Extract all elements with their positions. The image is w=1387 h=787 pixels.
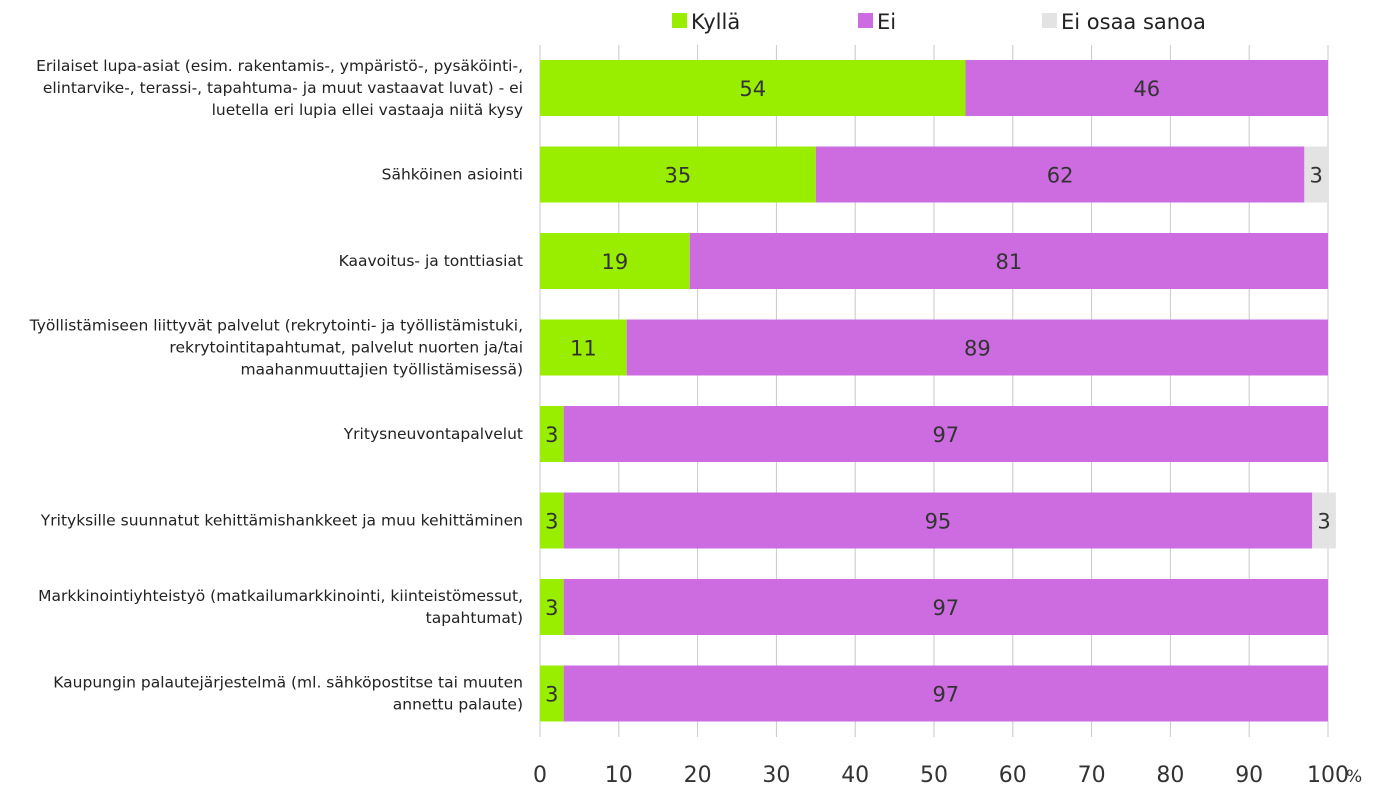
- data-label: 3: [545, 510, 558, 534]
- x-tick-label: 90: [1235, 763, 1263, 787]
- data-label: 11: [570, 337, 597, 361]
- category-label: Yrityksille suunnatut kehittämishankkeet…: [40, 512, 523, 530]
- x-tick-label: 50: [920, 763, 948, 787]
- data-label: 35: [665, 164, 692, 188]
- data-label: 3: [545, 596, 558, 620]
- category-label: Markkinointiyhteistyö (matkailumarkkinoi…: [38, 587, 523, 627]
- legend-label: Ei: [877, 10, 896, 34]
- x-tick-label: 70: [1078, 763, 1106, 787]
- category-label: Kaavoitus- ja tonttiasiat: [339, 252, 523, 270]
- data-label: 3: [1309, 164, 1322, 188]
- legend-swatch: [672, 13, 687, 28]
- bar-segment: [540, 492, 564, 549]
- x-tick-label: 0: [533, 763, 547, 787]
- data-label: 3: [545, 423, 558, 447]
- data-label: 3: [1317, 510, 1330, 534]
- bar-segment: [540, 579, 564, 635]
- x-tick-label: 80: [1156, 763, 1184, 787]
- bar-segment: [689, 233, 1328, 289]
- bar-segment: [815, 146, 1305, 203]
- bar-segment: [1304, 146, 1328, 203]
- category-label: Sähköinen asiointi: [382, 166, 523, 184]
- bar-segment: [540, 406, 564, 462]
- data-label: 89: [964, 337, 991, 361]
- legend-swatch: [1042, 13, 1057, 28]
- x-unit-label: %: [1346, 767, 1362, 787]
- category-label: Yritysneuvontapalvelut: [343, 425, 523, 443]
- bar-segment: [626, 319, 1328, 376]
- legend: Kyllä Ei Ei osaa sanoa: [672, 10, 1206, 34]
- data-label: 97: [932, 683, 959, 707]
- category-label: Työllistämiseen liittyvät palvelut (rekr…: [29, 317, 523, 379]
- data-label: 62: [1047, 164, 1074, 188]
- data-label: 97: [932, 423, 959, 447]
- data-label: 97: [932, 596, 959, 620]
- bar-segment: [540, 233, 690, 289]
- bar-segment: [540, 146, 816, 203]
- category-label: Erilaiset lupa-asiat (esim. rakentamis-,…: [36, 57, 523, 119]
- bar-segment: [563, 665, 1328, 722]
- data-label: 95: [925, 510, 952, 534]
- bar-segment: [540, 60, 966, 116]
- x-tick-label: 60: [999, 763, 1027, 787]
- x-tick-label: 40: [841, 763, 869, 787]
- bars: 54 46 35 62 3 19 81 11 89 3 97 3 95 3 3 97 3 97: [540, 60, 1336, 722]
- bar-segment: [563, 579, 1328, 635]
- data-label: 19: [601, 250, 628, 274]
- bar-segment: [540, 319, 627, 376]
- x-tick-label: 10: [605, 763, 633, 787]
- x-axis: 0 10 20 30 40 50 60 70 80 90 100%: [533, 763, 1362, 787]
- data-label: 81: [995, 250, 1022, 274]
- data-label: 54: [739, 77, 766, 101]
- bar-segment: [1312, 492, 1336, 549]
- x-tick-label: 30: [762, 763, 790, 787]
- data-label: 46: [1133, 77, 1160, 101]
- bar-segment: [563, 406, 1328, 462]
- x-tick-label: 100: [1307, 763, 1349, 787]
- bar-segment: [563, 492, 1313, 549]
- category-labels: Erilaiset lupa-asiat (esim. rakentamis-,…: [29, 57, 523, 714]
- legend-swatch: [858, 13, 873, 28]
- category-label: Kaupungin palautejärjestelmä (ml. sähköp…: [53, 674, 523, 714]
- data-label: 3: [545, 683, 558, 707]
- bar-segment: [965, 60, 1328, 116]
- legend-label: Kyllä: [691, 10, 740, 34]
- bar-segment: [540, 665, 564, 722]
- x-tick-label: 20: [684, 763, 712, 787]
- legend-label: Ei osaa sanoa: [1061, 10, 1206, 34]
